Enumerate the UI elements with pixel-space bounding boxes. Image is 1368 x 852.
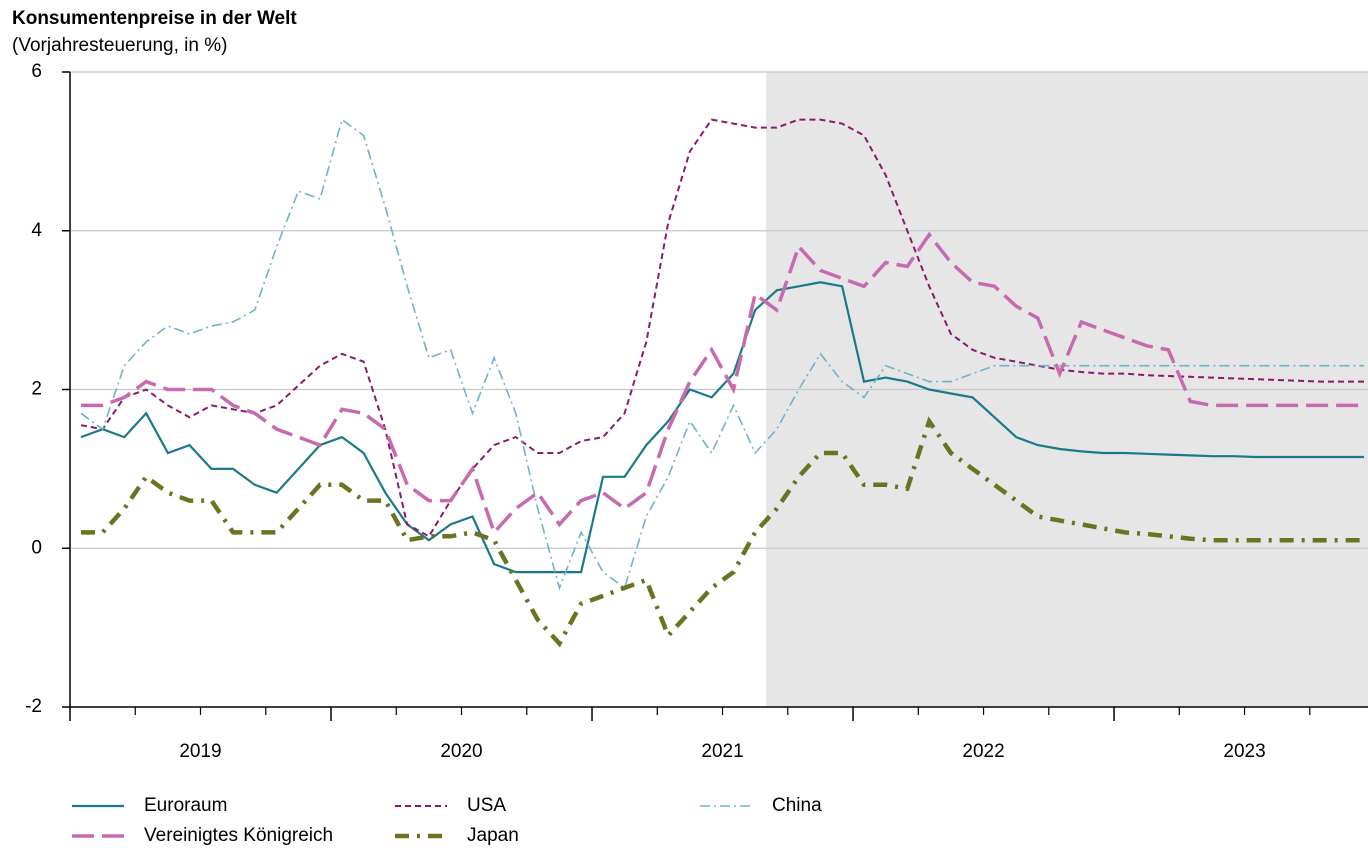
y-tick-label: 6: [31, 61, 42, 82]
chart-title: Konsumentenpreise in der Welt: [12, 8, 297, 29]
y-tick-label: 4: [31, 220, 42, 241]
legend-label: Vereinigtes Königreich: [144, 825, 333, 846]
series-line: [81, 416, 1365, 648]
legend-label: China: [772, 795, 822, 816]
y-tick-label: 2: [31, 379, 42, 400]
series-line: [80, 281, 1365, 574]
series-line: [80, 118, 1365, 538]
x-tick-label: 2023: [1223, 741, 1265, 762]
x-tick-label: 2022: [962, 741, 1004, 762]
x-tick-label: 2021: [701, 741, 743, 762]
legend-label: Japan: [467, 825, 519, 846]
x-tick-label: 2020: [440, 741, 482, 762]
legend-label: Euroraum: [144, 795, 227, 816]
series-line: [81, 231, 1365, 536]
series-line: [80, 118, 1365, 591]
chart-subtitle: (Vorjahresteuerung, in %): [12, 35, 227, 56]
y-tick-label: 0: [31, 537, 42, 558]
legend-label: USA: [467, 795, 506, 816]
y-tick-label: -2: [25, 696, 42, 717]
x-tick-label: 2019: [179, 741, 221, 762]
